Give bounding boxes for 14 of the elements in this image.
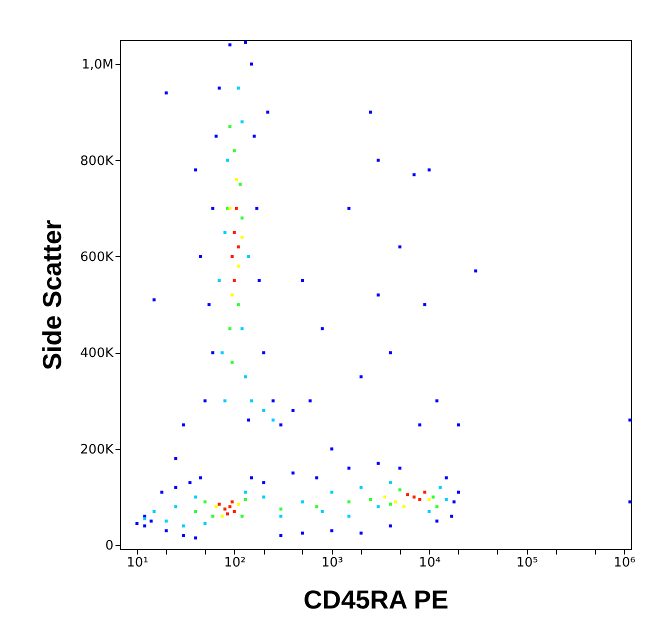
- y-tick-label: 1,0M: [82, 58, 114, 73]
- y-axis-title: Side Scatter: [37, 220, 68, 370]
- y-tick-label: 400K: [80, 346, 114, 362]
- x-tick-label: 10⁴: [418, 556, 441, 570]
- y-tick-label: 0: [105, 538, 114, 554]
- x-tick-label: 10²: [224, 556, 246, 570]
- x-axis-title: CD45RA PE: [304, 584, 448, 614]
- y-tick-label: 800K: [80, 154, 114, 169]
- x-tick-label: 10⁵: [516, 556, 538, 570]
- y-tick-label: 600K: [80, 250, 114, 265]
- x-tick-label: 10¹: [126, 556, 148, 570]
- y-tick-label: 200K: [80, 442, 114, 458]
- x-tick-label: 10³: [321, 556, 344, 570]
- x-tick-label: 10⁶: [614, 556, 636, 570]
